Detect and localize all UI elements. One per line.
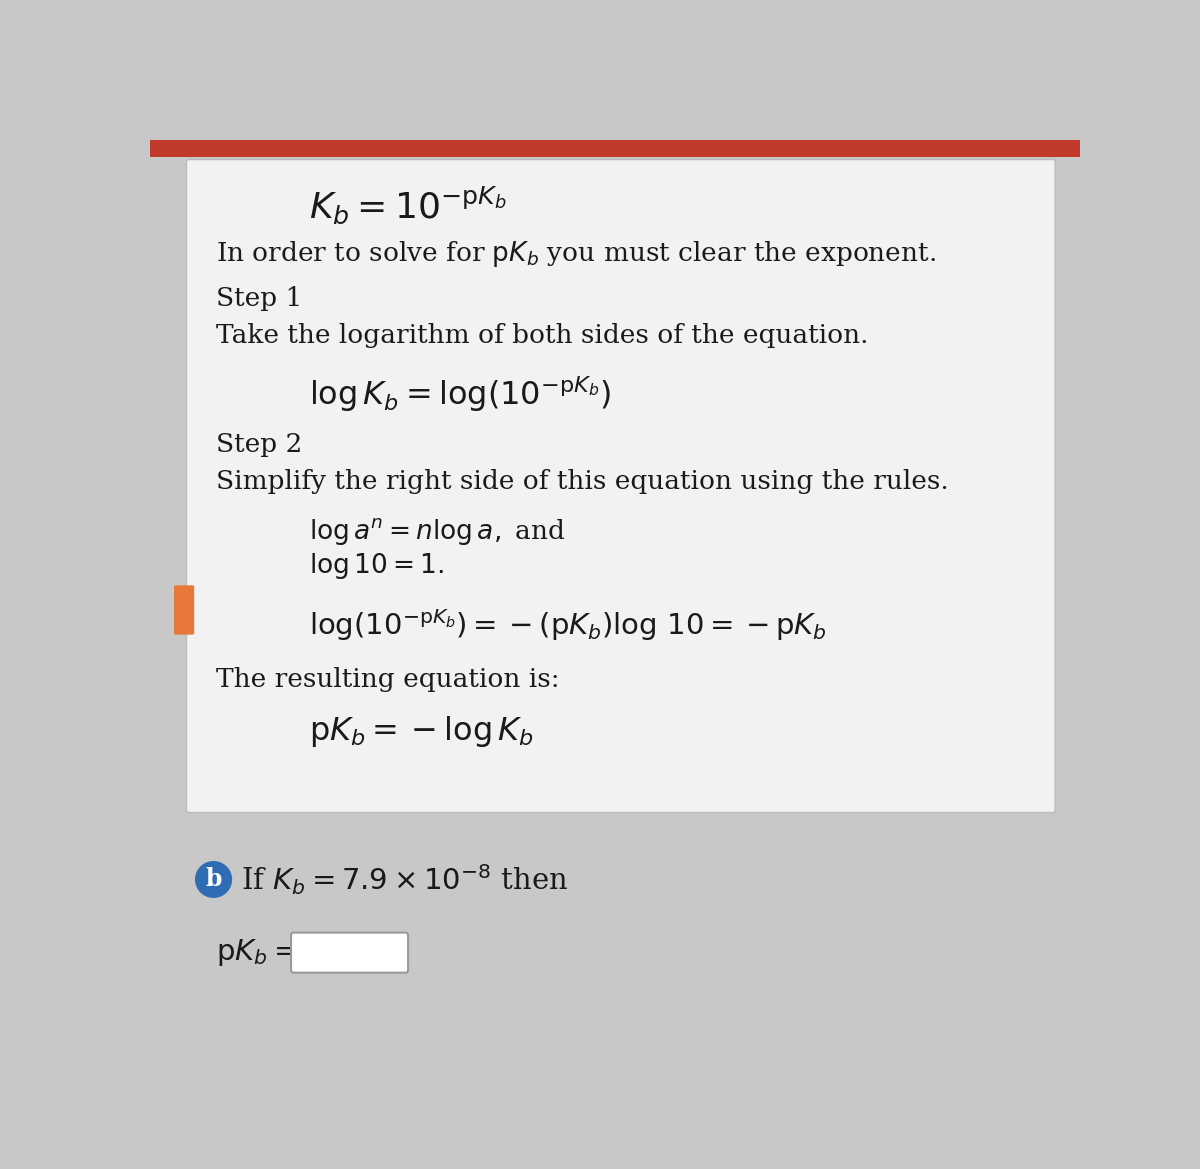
- Text: $\log\!\left(10^{-\mathrm{p}K_b}\right) = -(\mathrm{p}K_b)\log\,10 = -\mathrm{p}: $\log\!\left(10^{-\mathrm{p}K_b}\right) …: [308, 608, 827, 643]
- Text: Step 1: Step 1: [216, 285, 302, 311]
- Text: $\mathrm{p}K_b =$: $\mathrm{p}K_b =$: [216, 938, 296, 968]
- Text: Take the logarithm of both sides of the equation.: Take the logarithm of both sides of the …: [216, 323, 869, 347]
- Text: If $K_b = 7.9 \times 10^{-8}$ then: If $K_b = 7.9 \times 10^{-8}$ then: [241, 862, 569, 897]
- Text: $\mathrm{p}K_b = -\log K_b$: $\mathrm{p}K_b = -\log K_b$: [308, 714, 534, 749]
- Text: In order to solve for $\mathrm{p}K_b$ you must clear the exponent.: In order to solve for $\mathrm{p}K_b$ yo…: [216, 240, 936, 269]
- Text: $\log 10 = 1.$: $\log 10 = 1.$: [308, 551, 444, 581]
- Text: $K_b = 10^{-\mathrm{p}K_b}$: $K_b = 10^{-\mathrm{p}K_b}$: [308, 185, 506, 227]
- Bar: [150, 140, 1080, 157]
- FancyBboxPatch shape: [186, 159, 1055, 812]
- Text: b: b: [205, 867, 222, 892]
- Text: Simplify the right side of this equation using the rules.: Simplify the right side of this equation…: [216, 469, 949, 493]
- Text: Step 2: Step 2: [216, 431, 302, 457]
- Text: $\log K_b = \log\!\left(10^{-\mathrm{p}K_b}\right)$: $\log K_b = \log\!\left(10^{-\mathrm{p}K…: [308, 374, 611, 414]
- Text: $\log a^n = n\log a,$ and: $\log a^n = n\log a,$ and: [308, 516, 565, 547]
- Circle shape: [194, 862, 232, 898]
- FancyBboxPatch shape: [174, 586, 194, 635]
- FancyBboxPatch shape: [292, 933, 408, 973]
- Text: The resulting equation is:: The resulting equation is:: [216, 666, 559, 692]
